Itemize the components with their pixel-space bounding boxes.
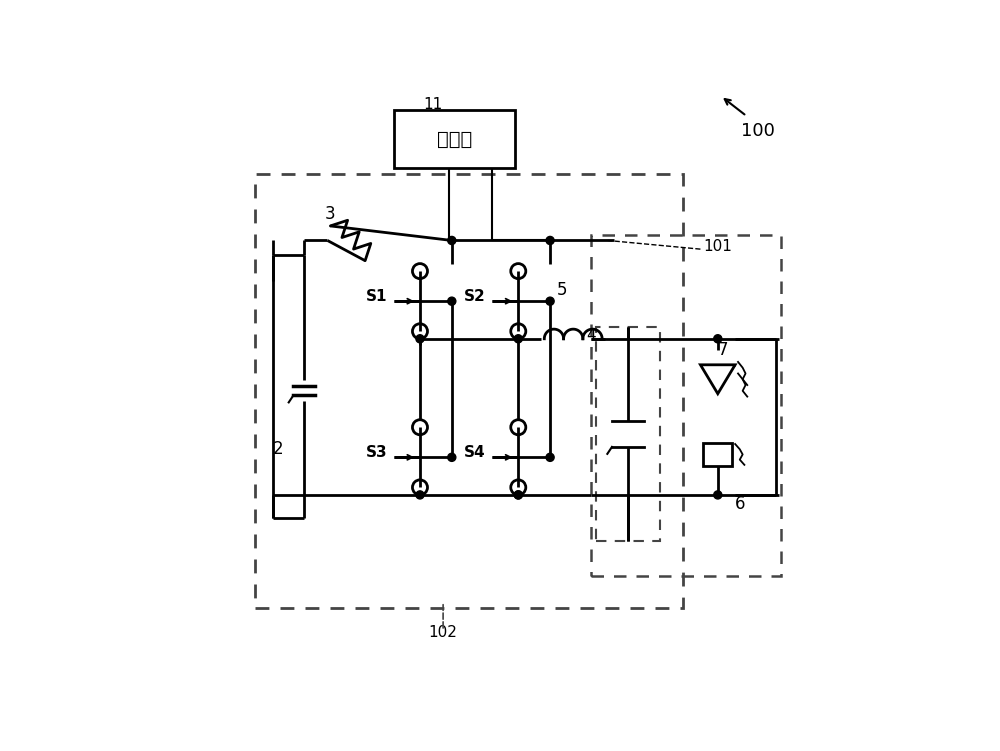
Text: 3: 3: [325, 206, 336, 224]
Circle shape: [546, 237, 554, 245]
Circle shape: [546, 297, 554, 305]
Text: 控制部: 控制部: [437, 130, 472, 149]
Circle shape: [448, 297, 456, 305]
Text: S1: S1: [366, 289, 387, 304]
Polygon shape: [700, 365, 735, 394]
Text: 6: 6: [735, 495, 746, 513]
Bar: [703, 443, 732, 466]
Bar: [255, 174, 683, 608]
Bar: [596, 327, 660, 541]
Bar: [394, 110, 515, 168]
Text: 2: 2: [273, 439, 284, 457]
Circle shape: [416, 335, 424, 342]
Text: 101: 101: [703, 239, 732, 254]
Text: 7: 7: [718, 342, 728, 359]
Circle shape: [714, 491, 722, 499]
Text: 102: 102: [429, 625, 458, 640]
Circle shape: [714, 335, 722, 342]
Circle shape: [416, 491, 424, 499]
Text: S3: S3: [366, 445, 387, 460]
Circle shape: [514, 335, 522, 342]
Text: S4: S4: [464, 445, 486, 460]
Circle shape: [448, 237, 456, 245]
Circle shape: [448, 454, 456, 461]
Text: 5: 5: [556, 281, 567, 299]
Text: 100: 100: [741, 122, 775, 140]
Circle shape: [514, 491, 522, 499]
Bar: [591, 234, 781, 576]
Text: 11: 11: [423, 97, 442, 112]
Circle shape: [514, 491, 522, 499]
Text: 4: 4: [587, 328, 596, 343]
Text: S2: S2: [464, 289, 486, 304]
Circle shape: [546, 454, 554, 461]
